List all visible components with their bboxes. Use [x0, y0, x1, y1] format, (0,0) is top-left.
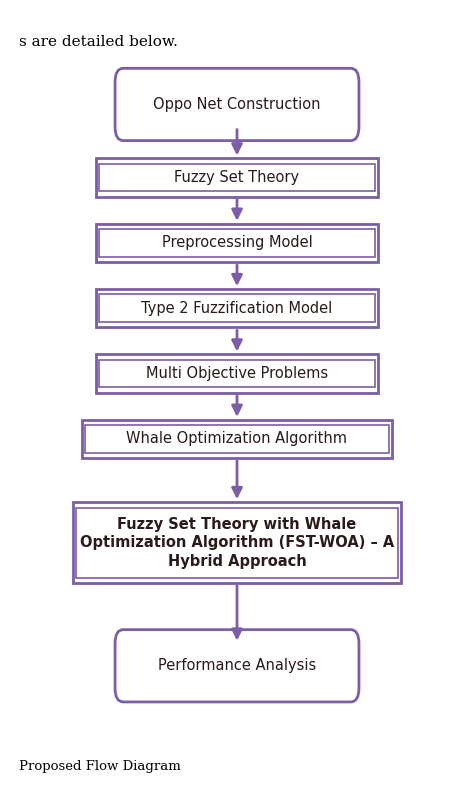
Text: Oppo Net Construction: Oppo Net Construction [153, 97, 321, 112]
FancyBboxPatch shape [115, 630, 359, 702]
Text: Type 2 Fuzzification Model: Type 2 Fuzzification Model [141, 300, 333, 316]
Bar [99, 229, 375, 256]
Text: Performance Analysis: Performance Analysis [158, 658, 316, 674]
Bar [73, 502, 401, 583]
Bar [99, 163, 375, 191]
Text: Preprocessing Model: Preprocessing Model [162, 235, 312, 251]
Text: Multi Objective Problems: Multi Objective Problems [146, 366, 328, 381]
Bar [96, 223, 378, 262]
Bar [99, 360, 375, 388]
Text: Proposed Flow Diagram: Proposed Flow Diagram [18, 760, 180, 774]
Text: Fuzzy Set Theory: Fuzzy Set Theory [174, 170, 300, 185]
FancyBboxPatch shape [115, 68, 359, 141]
Bar [99, 295, 375, 322]
Text: s are detailed below.: s are detailed below. [18, 35, 177, 49]
Bar [96, 159, 378, 197]
Bar [76, 508, 398, 578]
Bar [96, 354, 378, 392]
Bar [85, 425, 389, 453]
Bar [96, 289, 378, 328]
Bar [82, 420, 392, 458]
Text: Fuzzy Set Theory with Whale
Optimization Algorithm (FST-WOA) – A
Hybrid Approach: Fuzzy Set Theory with Whale Optimization… [80, 517, 394, 569]
Text: Whale Optimization Algorithm: Whale Optimization Algorithm [127, 432, 347, 446]
